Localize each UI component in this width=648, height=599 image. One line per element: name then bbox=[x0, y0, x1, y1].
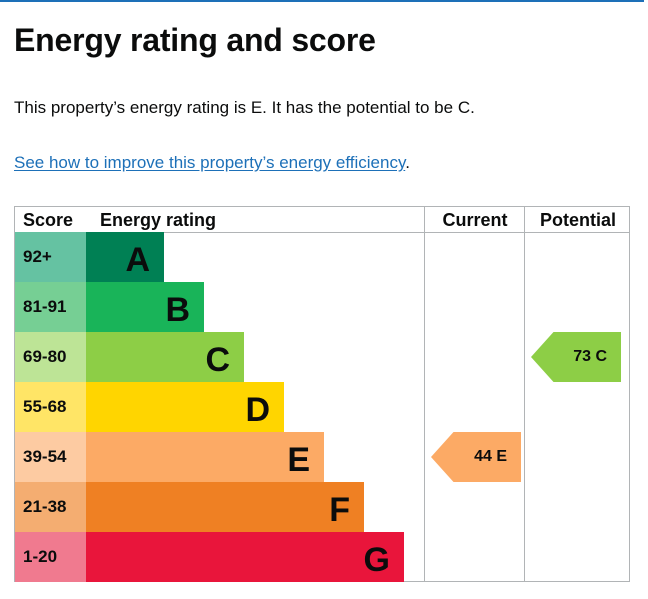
current-column-divider bbox=[424, 207, 425, 581]
band-letter: D bbox=[245, 391, 270, 429]
improve-paragraph: See how to improve this property’s energ… bbox=[14, 153, 410, 173]
header-divider bbox=[15, 232, 629, 233]
header-current: Current bbox=[442, 210, 508, 230]
current-rating-label: 44 E bbox=[474, 448, 507, 465]
band-bar: F bbox=[86, 482, 364, 532]
potential-rating-arrow: 73 C bbox=[531, 332, 621, 382]
band-bar: C bbox=[86, 332, 244, 382]
potential-rating-label: 73 C bbox=[573, 348, 607, 365]
band-score-range: 39-54 bbox=[15, 432, 86, 482]
header-score: Score bbox=[23, 210, 74, 230]
band-letter: F bbox=[329, 491, 350, 529]
band-letter: C bbox=[205, 341, 230, 379]
band-letter: E bbox=[287, 441, 310, 479]
header-potential: Potential bbox=[539, 210, 616, 230]
band-score-range: 21-38 bbox=[15, 482, 86, 532]
band-bar: G bbox=[86, 532, 404, 582]
header-energy-rating: Energy rating bbox=[100, 210, 217, 230]
improve-efficiency-link[interactable]: See how to improve this property’s energ… bbox=[14, 153, 406, 172]
potential-column-divider bbox=[524, 207, 525, 581]
band-bar: D bbox=[86, 382, 284, 432]
improve-suffix: . bbox=[405, 153, 410, 172]
energy-rating-chart: Score Energy rating Current Potential 92… bbox=[14, 206, 630, 582]
band-score-range: 1-20 bbox=[15, 532, 86, 582]
band-score-range: 81-91 bbox=[15, 282, 86, 332]
band-letter: B bbox=[165, 291, 190, 329]
band-bar: E bbox=[86, 432, 324, 482]
band-bar: A bbox=[86, 232, 164, 282]
current-rating-arrow: 44 E bbox=[431, 432, 521, 482]
rating-summary: This property’s energy rating is E. It h… bbox=[14, 98, 475, 117]
band-letter: G bbox=[363, 541, 390, 579]
band-bar: B bbox=[86, 282, 204, 332]
top-rule bbox=[0, 0, 644, 2]
band-letter: A bbox=[125, 241, 150, 279]
page-title: Energy rating and score bbox=[14, 22, 376, 58]
band-score-range: 69-80 bbox=[15, 332, 86, 382]
band-score-range: 55-68 bbox=[15, 382, 86, 432]
band-score-range: 92+ bbox=[15, 232, 86, 282]
